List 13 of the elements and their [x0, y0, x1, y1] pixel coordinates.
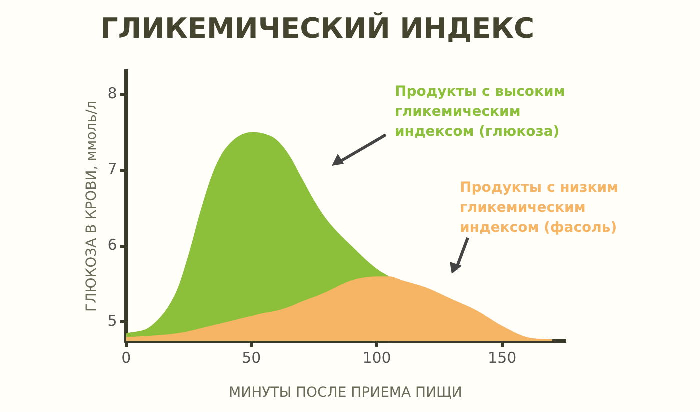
x-axis-title: МИНУТЫ ПОСЛЕ ПРИЕМА ПИЩИ	[229, 385, 462, 402]
x-tick-label: 50	[242, 349, 262, 368]
x-tick-label: 150	[488, 349, 517, 368]
text: Продукты с высоким гликемическим индексом (глюкоза)	[395, 83, 566, 142]
y-tick-label: 6	[108, 236, 118, 254]
chart-title: ГЛИКЕМИЧЕСКИЙ ИНДЕКС	[100, 12, 535, 46]
x-tick-label: 0	[122, 349, 132, 368]
text: Продукты с низким гликемическим индексом (фасоль)	[460, 179, 620, 238]
y-tick-label: 8	[108, 84, 118, 102]
x-tick-label: 100	[362, 349, 392, 368]
y-tick-label: 7	[108, 160, 118, 178]
y-axis-title: ГЛЮКОЗА В КРОВИ, ммоль/л	[84, 100, 100, 312]
y-tick-label: 5	[108, 312, 118, 330]
